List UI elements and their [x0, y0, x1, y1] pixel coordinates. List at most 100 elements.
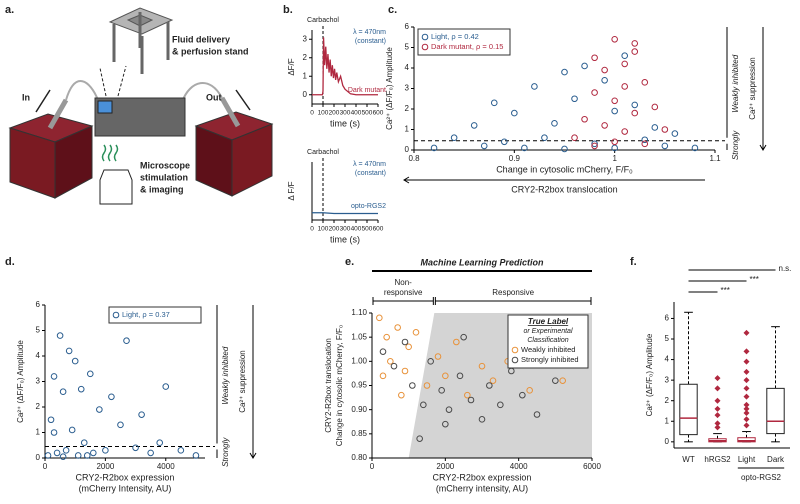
point [420, 401, 427, 409]
y-tick-label: 6 [405, 22, 410, 31]
arrow [117, 65, 127, 97]
outlier [743, 385, 750, 392]
y-tick-label: 6 [665, 314, 670, 323]
side-label: Weakly inhibited [221, 346, 230, 405]
y-tick-label: 5 [36, 326, 41, 335]
point [591, 54, 598, 62]
point [409, 382, 416, 389]
y-tick-label: 2 [665, 396, 670, 405]
point [401, 338, 409, 346]
point [531, 83, 538, 90]
point [394, 324, 401, 331]
y-tick-label: 4 [405, 63, 410, 72]
point [412, 329, 420, 336]
point [631, 48, 639, 55]
line [312, 37, 378, 96]
significance-label: *** [750, 275, 759, 284]
x-axis-label: time (s) [330, 234, 360, 244]
point [71, 357, 79, 365]
y-axis-label: ΔF/F [287, 58, 296, 75]
point [591, 89, 598, 96]
group-label: opto-RGS2 [741, 473, 782, 482]
point [611, 97, 618, 105]
point [65, 347, 73, 355]
x-tick-label: 400 [351, 226, 362, 233]
annotation: Carbachol [307, 17, 339, 24]
y-tick-label: 1 [36, 428, 41, 437]
point [383, 333, 390, 341]
point [430, 144, 438, 152]
y-tick-label: 1 [303, 71, 308, 80]
y-tick-label: 5 [405, 43, 410, 52]
x-tick-label: hRGS2 [704, 455, 731, 464]
outlier [743, 358, 750, 365]
point [376, 314, 383, 322]
tube [219, 96, 241, 128]
y-tick-label: 3 [303, 34, 308, 43]
point [90, 449, 97, 457]
outlier [743, 393, 750, 400]
y-tick-label: 3 [665, 375, 670, 384]
point [671, 130, 679, 137]
point [147, 449, 154, 457]
y-axis-label: Ca²⁺ (ΔF/F₀) Amplitude [645, 333, 654, 416]
point [581, 62, 588, 70]
x-tick-label: 0.9 [509, 154, 521, 163]
x-tick-label: 500 [362, 110, 373, 117]
point [631, 109, 639, 117]
x-tick-label: 300 [340, 226, 351, 233]
point [489, 377, 497, 384]
outlier [714, 412, 721, 419]
box [737, 437, 756, 443]
significance-label: n.s. [779, 264, 792, 273]
panel-label: d. [5, 256, 15, 268]
y-tick-label: 4 [36, 351, 41, 360]
point [478, 362, 486, 370]
box [766, 387, 785, 435]
point [631, 101, 639, 109]
y-axis-label: Change in cytosolic mCherry, F/F₀ [335, 325, 344, 446]
point [551, 120, 558, 127]
series-label: Dark mutant [348, 87, 386, 94]
point [427, 358, 434, 365]
point [691, 144, 699, 152]
x-tick-label: Light [738, 455, 756, 464]
point [438, 387, 445, 394]
tube [47, 98, 69, 130]
point [533, 411, 541, 418]
point [442, 372, 449, 380]
x-tick-label: Dark [767, 455, 785, 464]
y-tick-label: 1 [405, 125, 410, 134]
legend-title: Classification [527, 337, 568, 344]
legend-marker [421, 33, 429, 41]
point [651, 124, 659, 131]
point [601, 66, 608, 74]
y-tick-label: 6 [36, 300, 41, 309]
point [591, 140, 598, 148]
stand-label: & perfusion stand [172, 46, 249, 56]
arrow [99, 67, 107, 97]
y-tick-label: 2 [303, 53, 308, 62]
x-tick-label: 0 [310, 110, 314, 117]
point [641, 136, 649, 144]
side-label: Weakly inhibited [731, 54, 740, 113]
y-tick-label: 0.95 [351, 381, 367, 390]
panel-label: b. [283, 4, 293, 16]
legend-label: Light, ρ = 0.42 [431, 32, 479, 41]
legend-box [108, 306, 202, 324]
point [59, 453, 67, 461]
point [53, 449, 61, 457]
point [132, 444, 139, 452]
arrow-head [759, 144, 767, 151]
note: (constant) [355, 38, 386, 45]
y-tick-label: 5 [665, 334, 670, 343]
side-label: Strongly [221, 437, 230, 467]
panel-a: a. Fluid delivery & perfusion stand In O… [5, 4, 274, 205]
side-label: Ca²⁺ suppression [748, 57, 757, 119]
note: λ = 470nm [353, 161, 386, 168]
outlier [714, 424, 721, 431]
point [470, 122, 478, 129]
point [102, 447, 109, 454]
y-axis-label: Ca²⁺ (ΔF/F₀) Amplitude [385, 47, 394, 130]
point [511, 109, 518, 117]
